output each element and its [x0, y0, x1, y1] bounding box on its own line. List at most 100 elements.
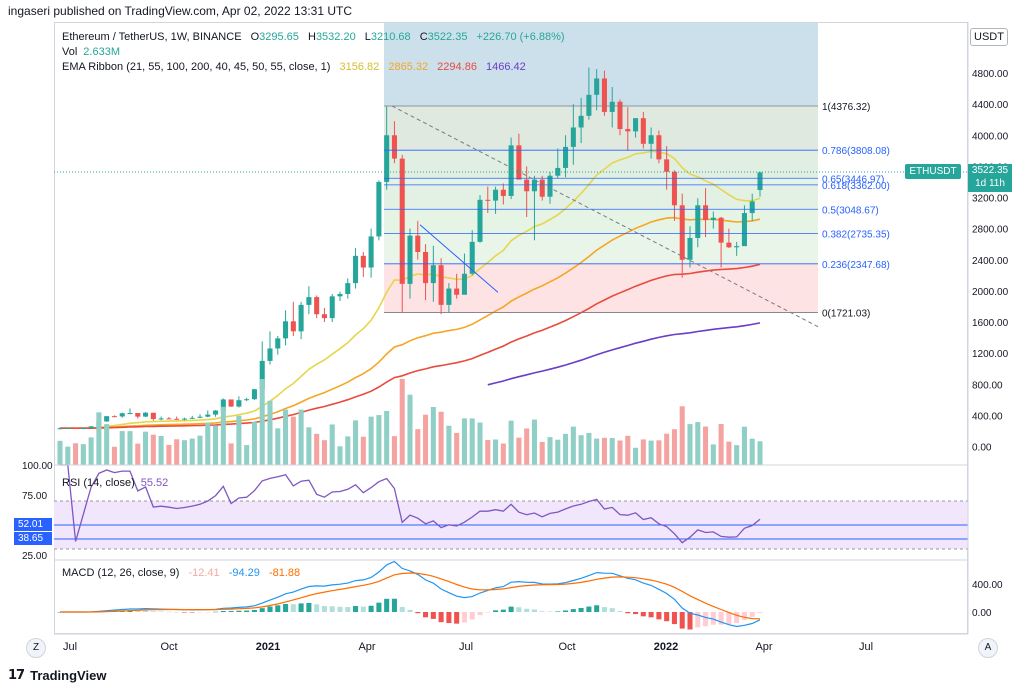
candle-body — [563, 146, 569, 168]
macd-hist-bar — [617, 610, 623, 612]
macd-hist-bar — [640, 612, 646, 617]
candle-body — [306, 297, 312, 305]
macd-hist-bar — [524, 608, 530, 612]
candle-body — [345, 283, 351, 294]
macd-hist-bar — [407, 609, 413, 612]
x-tick-label: Jul — [459, 641, 473, 653]
candle-body — [570, 127, 576, 147]
y-tick-label: 4400.00 — [972, 100, 1009, 111]
macd-hist-bar — [648, 612, 654, 618]
macd-hist-bar — [734, 612, 740, 624]
volume-bar — [508, 420, 514, 465]
volume-bar — [609, 438, 615, 465]
macd-hist-bar — [290, 604, 296, 612]
volume-bar — [633, 447, 639, 465]
macd-hist-bar — [353, 606, 359, 612]
volume-bar — [454, 432, 460, 465]
ema-line — [60, 216, 761, 429]
candle-body — [259, 360, 265, 390]
volume-bar — [213, 425, 219, 465]
candle-body — [57, 428, 63, 430]
volume-bar — [656, 440, 662, 465]
candle-body — [73, 427, 79, 429]
candle-body — [150, 412, 156, 420]
time-axis: Jul Oct 2021 Apr Jul Oct 2022 Apr Jul — [63, 641, 873, 653]
volume-bar — [345, 436, 351, 465]
volume-bar — [181, 440, 187, 465]
macd-hist-bar — [516, 607, 522, 612]
macd-hist-bar — [625, 612, 631, 614]
volume-bar — [531, 419, 537, 465]
volume-bar — [461, 418, 467, 465]
fib-label: 0.236(2347.68) — [822, 260, 890, 271]
candle-body — [477, 199, 483, 242]
macd-hist-bar — [376, 602, 382, 612]
volume-bar — [275, 428, 281, 465]
rsi-line — [60, 464, 761, 544]
macd-hist-bar — [135, 610, 141, 612]
volume-bar — [228, 443, 234, 465]
candle-body — [376, 181, 382, 237]
ema-line — [487, 322, 761, 386]
candle-body — [337, 293, 343, 297]
candle-body — [555, 167, 561, 176]
auto-scale-button[interactable]: A — [978, 638, 998, 658]
candle-body — [275, 338, 281, 349]
candle-body — [578, 115, 584, 128]
macd-hist-bar — [438, 612, 444, 623]
candle-body — [500, 189, 506, 196]
volume-bar — [57, 440, 63, 465]
x-tick-label: Oct — [160, 641, 177, 653]
volume-bar — [594, 438, 600, 465]
x-tick-label: 2022 — [654, 641, 678, 653]
zoom-button[interactable]: Z — [26, 638, 46, 658]
candle-body — [531, 179, 537, 192]
y-tick-label: 1200.00 — [972, 349, 1009, 360]
candle-body — [594, 78, 600, 95]
volume-bar — [640, 439, 646, 465]
macd-hist-bar — [570, 609, 576, 612]
candle-body — [104, 416, 110, 422]
candle-body — [485, 199, 491, 201]
volume-bar — [127, 431, 133, 465]
candle-body — [399, 158, 405, 284]
macd-hist-bar — [189, 612, 195, 613]
macd-hist-bar — [539, 611, 545, 612]
currency-button[interactable]: USDT — [970, 28, 1008, 46]
volume-bar — [360, 436, 366, 465]
candle-body — [609, 101, 615, 112]
candle-body — [508, 145, 514, 196]
volume-bar — [244, 445, 250, 465]
volume-bar — [306, 427, 312, 465]
volume-bar — [671, 429, 677, 465]
macd-hist-bar — [399, 606, 405, 612]
volume-bar — [384, 410, 390, 465]
volume-bar — [391, 436, 397, 465]
candle-body — [430, 265, 436, 284]
fib-label: 0.5(3048.67) — [822, 205, 879, 216]
volume-bar — [96, 412, 102, 465]
macd-hist-bar — [461, 612, 467, 623]
rsi-tick-label: 75.00 — [22, 491, 47, 502]
macd-hist-bar — [547, 611, 553, 612]
macd-hist-bar — [423, 612, 429, 618]
candle-body — [135, 413, 141, 417]
x-tick-label: 2021 — [256, 641, 280, 653]
volume-bar — [368, 416, 374, 465]
volume-bar — [741, 426, 747, 465]
candle-body — [251, 389, 257, 400]
candle-body — [213, 410, 219, 415]
volume-bar — [485, 439, 491, 465]
candle-body — [687, 237, 693, 260]
macd-hist-bar — [306, 602, 312, 612]
candle-body — [181, 418, 187, 420]
candle-body — [539, 179, 545, 197]
volume-bar — [80, 444, 86, 465]
candle-body — [353, 255, 359, 284]
volume-bar — [516, 437, 522, 465]
rsi-tick-label: 25.00 — [22, 551, 47, 562]
candle-body — [88, 426, 94, 428]
candle-body — [757, 172, 763, 191]
macd-hist-bar — [656, 612, 662, 620]
